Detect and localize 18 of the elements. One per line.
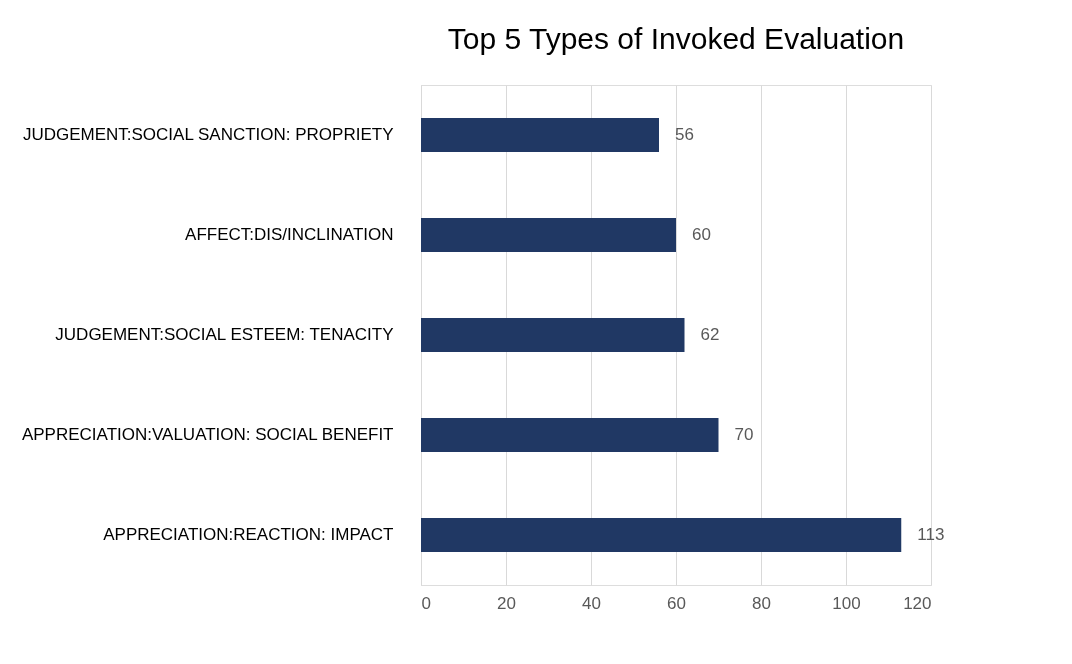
data-label: 62	[700, 325, 720, 344]
y-tick-label: JUDGEMENT:SOCIAL ESTEEM: TENACITY	[55, 325, 394, 344]
x-tick-label: 80	[752, 593, 771, 613]
x-tick-label: 20	[497, 593, 516, 613]
data-label: 113	[917, 525, 945, 544]
x-tick-label: 0	[421, 593, 431, 613]
chart-title: Top 5 Types of Invoked Evaluation	[447, 22, 905, 55]
x-tick-label: 100	[832, 593, 861, 613]
x-tick-label: 40	[582, 593, 601, 613]
y-tick-label: APPRECIATION:REACTION: IMPACT	[103, 525, 394, 544]
x-tick-label: 60	[667, 593, 686, 613]
data-label: 60	[692, 225, 711, 244]
data-label: 70	[734, 425, 754, 444]
x-tick-label: 120	[903, 593, 932, 613]
y-tick-label: JUDGEMENT:SOCIAL SANCTION: PROPRIETY	[22, 125, 394, 144]
data-label: 56	[675, 125, 694, 144]
y-tick-label: AFFECT:DIS/INCLINATION	[185, 225, 394, 244]
y-tick-label: APPRECIATION:VALUATION: SOCIAL BENEFIT	[21, 425, 394, 444]
